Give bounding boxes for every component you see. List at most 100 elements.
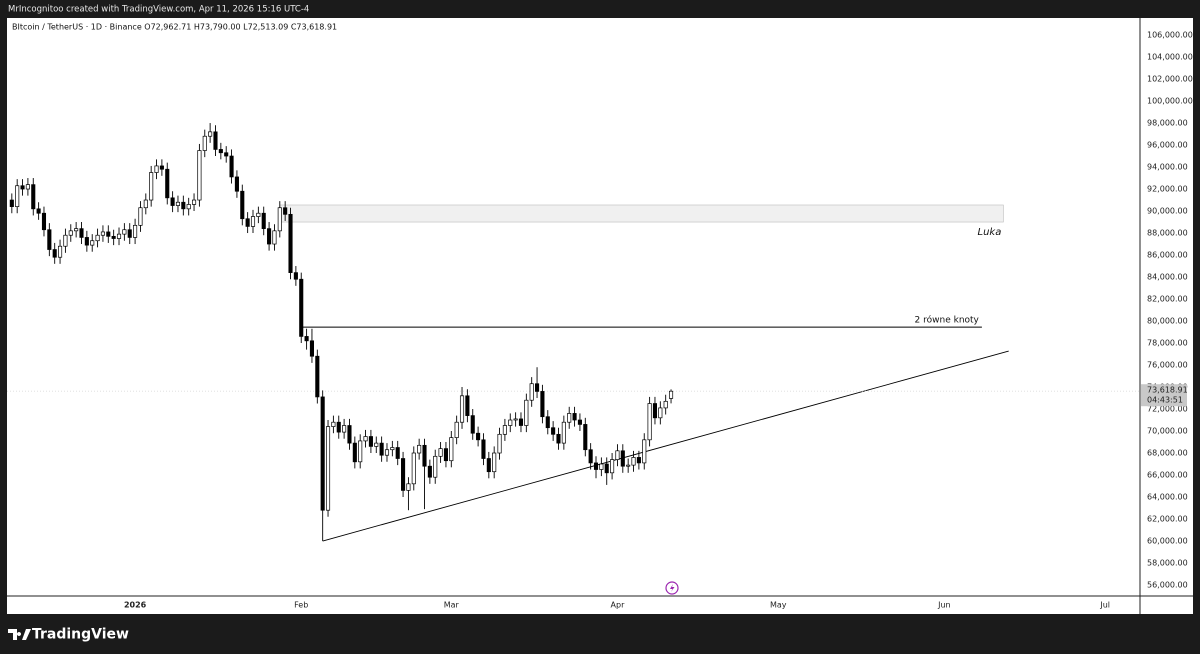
y-tick-label: 94,000.00 [1147, 163, 1188, 172]
candle-body [486, 458, 491, 473]
candle-body [79, 228, 84, 238]
candle-body [299, 278, 304, 337]
author-line: MrIncognitoo created with TradingView.co… [8, 5, 309, 15]
candle-body [476, 432, 481, 441]
candle-body [186, 204, 191, 210]
candle-body [138, 207, 143, 226]
x-tick-label: Apr [611, 601, 626, 610]
candle-body [197, 150, 202, 201]
candle-body [127, 229, 132, 238]
gap-zone [279, 204, 1004, 223]
candle-body [208, 131, 213, 137]
candle-body [502, 425, 507, 435]
candle-body [84, 237, 89, 246]
candle-body [267, 228, 272, 245]
candle-body [508, 419, 513, 426]
candle-body [540, 391, 545, 418]
candle-body [106, 231, 111, 237]
candle-body [309, 340, 315, 357]
candle-body [427, 465, 432, 478]
candle-body [401, 458, 406, 491]
candle-body [15, 185, 20, 207]
candle-body [449, 437, 454, 462]
countdown-label: 04:43:51 [1147, 396, 1183, 405]
candle-body [31, 184, 36, 210]
candle-body [202, 135, 207, 151]
brand-name: TradingView [32, 627, 129, 643]
candle-body [283, 207, 288, 215]
candle-body [240, 190, 245, 220]
candle-body [599, 463, 604, 470]
candle-body [631, 457, 636, 466]
candle-body [272, 230, 277, 245]
candle-body [352, 442, 357, 463]
candle-body [133, 224, 138, 238]
brand: TradingView [8, 627, 129, 643]
y-tick-label: 86,000.00 [1147, 251, 1188, 260]
y-tick-label: 98,000.00 [1147, 119, 1188, 128]
y-tick-label: 62,000.00 [1147, 515, 1188, 524]
candle-body [636, 457, 641, 464]
candle-body [438, 448, 443, 457]
y-tick-label: 88,000.00 [1147, 229, 1188, 238]
candle-body [529, 383, 534, 401]
candle-body [116, 233, 122, 239]
candle-body [368, 436, 373, 447]
candle-body [250, 216, 256, 227]
chart-area [7, 18, 1193, 614]
candle-body [470, 415, 475, 434]
candle-body [213, 131, 218, 150]
y-tick-label: 102,000.00 [1147, 75, 1193, 84]
candle-body [390, 447, 395, 451]
candle-body [433, 455, 438, 478]
y-tick-label: 60,000.00 [1147, 537, 1188, 546]
y-tick-label: 56,000.00 [1147, 581, 1188, 590]
x-tick-label: May [770, 601, 787, 610]
candle-body [567, 413, 572, 423]
candle-body [331, 421, 336, 427]
y-tick-label: 80,000.00 [1147, 317, 1188, 326]
candle-body [626, 464, 631, 467]
candle-body [572, 413, 577, 421]
candle-body [277, 207, 282, 232]
candle-body [481, 439, 486, 459]
candle-body [293, 272, 298, 280]
candle-body [604, 463, 609, 474]
level-label: 2 równe knoty [915, 315, 980, 326]
candle-body [315, 355, 320, 398]
candle-body [443, 448, 448, 462]
candle-body [159, 165, 164, 170]
y-tick-label: 84,000.00 [1147, 273, 1188, 282]
candle-body [513, 418, 518, 421]
candle-body [234, 176, 239, 192]
candle-body [620, 450, 625, 467]
candle-body [111, 235, 116, 239]
candle-body [374, 442, 379, 447]
y-tick-label: 100,000.00 [1147, 97, 1193, 106]
y-tick-label: 104,000.00 [1147, 53, 1193, 62]
candle-body [20, 185, 25, 190]
candle-body [588, 449, 593, 464]
candle-body [497, 433, 502, 454]
candle-body [224, 152, 229, 157]
candle-body [395, 447, 400, 459]
candle-body [74, 228, 79, 232]
y-tick-label: 72,000.00 [1147, 405, 1188, 414]
symbol-title: BItcoin / TetherUS · 1D · Binance O72,96… [12, 23, 337, 32]
candle-body [647, 403, 652, 441]
candle-body [143, 199, 148, 209]
candle-body [342, 425, 347, 433]
y-tick-label: 68,000.00 [1147, 449, 1188, 458]
x-tick-label: Mar [444, 601, 460, 610]
candle-body [288, 213, 293, 273]
candle-body [41, 212, 47, 231]
candle-body [652, 403, 658, 419]
y-tick-label: 78,000.00 [1147, 339, 1188, 348]
candle-body [610, 459, 615, 474]
y-tick-label: 92,000.00 [1147, 185, 1188, 194]
y-tick-label: 96,000.00 [1147, 141, 1188, 150]
candle-body [256, 212, 261, 217]
candle-body [122, 229, 127, 235]
lightning-icon [665, 581, 679, 595]
candle-body [218, 149, 223, 154]
